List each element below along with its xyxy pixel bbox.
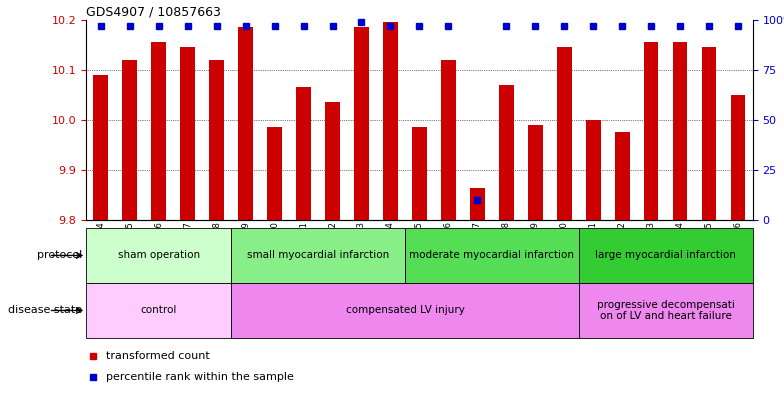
Text: large myocardial infarction: large myocardial infarction [595, 250, 736, 261]
Bar [470, 187, 485, 220]
Bar [673, 42, 688, 220]
Bar [731, 95, 746, 220]
Bar [644, 42, 659, 220]
Bar [702, 47, 717, 220]
Text: control: control [140, 305, 177, 316]
Bar [296, 87, 310, 220]
Bar [557, 47, 572, 220]
Bar [86, 283, 231, 338]
Bar [405, 228, 579, 283]
Bar [579, 283, 753, 338]
Bar [499, 85, 514, 220]
Bar [122, 60, 137, 220]
Text: disease state: disease state [8, 305, 82, 316]
Text: small myocardial infarction: small myocardial infarction [247, 250, 389, 261]
Text: GDS4907 / 10857663: GDS4907 / 10857663 [86, 6, 221, 18]
Bar [231, 228, 405, 283]
Bar [238, 27, 252, 220]
Text: moderate myocardial infarction: moderate myocardial infarction [409, 250, 575, 261]
Text: percentile rank within the sample: percentile rank within the sample [106, 372, 294, 382]
Text: sham operation: sham operation [118, 250, 200, 261]
Text: transformed count: transformed count [106, 351, 210, 361]
Bar [180, 47, 195, 220]
Bar [441, 60, 456, 220]
Bar [209, 60, 224, 220]
Text: progressive decompensati
on of LV and heart failure: progressive decompensati on of LV and he… [597, 300, 735, 321]
Text: protocol: protocol [37, 250, 82, 261]
Bar [354, 27, 368, 220]
Bar [579, 228, 753, 283]
Bar [151, 42, 166, 220]
Bar [86, 228, 231, 283]
Bar [267, 127, 281, 220]
Bar [93, 75, 108, 220]
Bar [528, 125, 543, 220]
Bar [231, 283, 579, 338]
Bar [615, 132, 630, 220]
Bar [325, 102, 339, 220]
Text: compensated LV injury: compensated LV injury [346, 305, 464, 316]
Bar [383, 22, 397, 220]
Bar [412, 127, 426, 220]
Bar [586, 120, 601, 220]
